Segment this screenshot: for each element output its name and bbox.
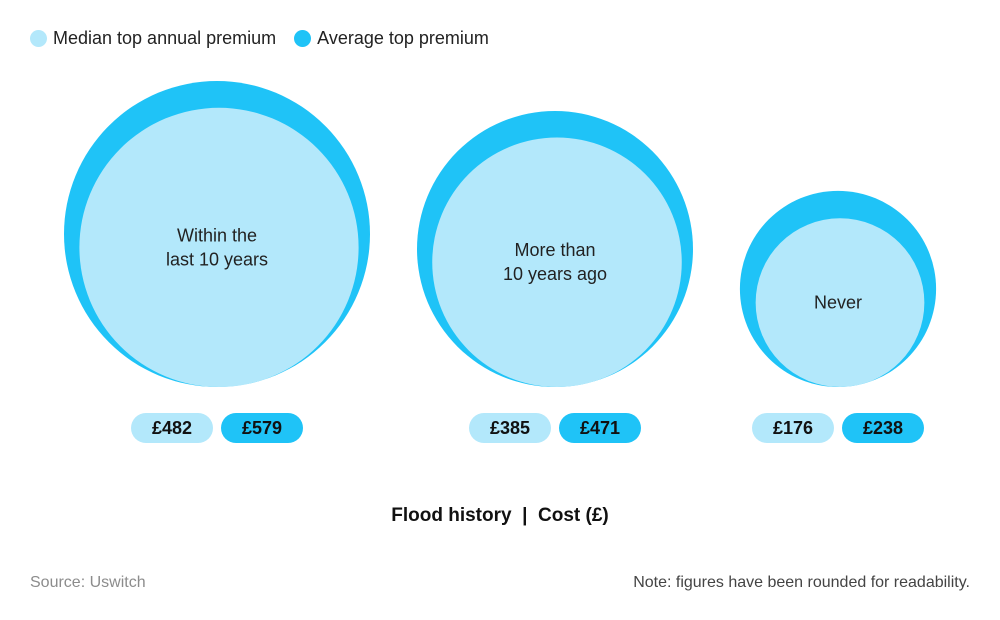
legend-item-median: Median top annual premium: [30, 28, 276, 49]
source-text: Source: Uswitch: [30, 574, 146, 591]
x-axis-title: Flood history | Cost (£): [391, 505, 609, 526]
value-label-median: £482: [131, 413, 213, 443]
value-label-median: £176: [752, 413, 834, 443]
value-label-average: £471: [559, 413, 641, 443]
category-label: Never: [814, 293, 862, 313]
legend-label-average: Average top premium: [317, 28, 489, 48]
note-text: Note: figures have been rounded for read…: [633, 574, 970, 591]
category-label: 10 years ago: [503, 264, 607, 284]
legend-label-median: Median top annual premium: [53, 28, 277, 48]
bubble-median: [79, 107, 359, 387]
category-label: Within the: [177, 225, 257, 245]
legend-item-average: Average top premium: [294, 28, 489, 49]
legend-swatch-median: [30, 30, 47, 47]
legend: Median top annual premium Average top pr…: [30, 28, 507, 49]
value-label-average: £579: [221, 413, 303, 443]
value-label-average: £238: [842, 413, 924, 443]
bubble-median: [432, 137, 682, 387]
legend-swatch-average: [294, 30, 312, 47]
bubble-median: [755, 218, 925, 387]
category-label: More than: [514, 240, 595, 260]
category-label: last 10 years: [166, 249, 268, 269]
value-label-median: £385: [469, 413, 551, 443]
